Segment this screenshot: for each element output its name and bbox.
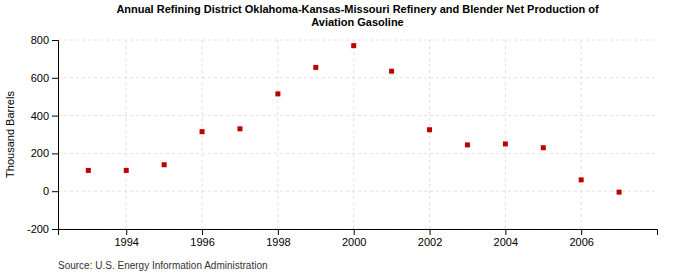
x-axis-tick-label: 1996 bbox=[190, 236, 214, 248]
x-axis-tick-label: 2002 bbox=[418, 236, 442, 248]
x-grid-line bbox=[581, 40, 582, 229]
points bbox=[86, 43, 622, 194]
y-axis: -200 0 200 400 600 800 bbox=[27, 34, 59, 235]
y-axis-tick: 0 bbox=[43, 185, 58, 197]
annotation: Source: U.S. Energy Information Administ… bbox=[58, 260, 268, 271]
x-axis-tick: 1996 bbox=[190, 229, 214, 248]
point bbox=[617, 190, 622, 195]
point bbox=[124, 168, 129, 173]
point bbox=[579, 177, 584, 182]
x-axis-tick: 2004 bbox=[494, 229, 518, 248]
y-axis-tick: 800 bbox=[31, 34, 58, 46]
y-axis-tick-label: 400 bbox=[31, 110, 49, 122]
x-axis-tick-mark bbox=[354, 229, 355, 235]
x-grid-line bbox=[126, 40, 127, 229]
x-grid-line bbox=[505, 40, 506, 229]
x-axis-tick-mark bbox=[202, 229, 203, 235]
y-grid-line bbox=[58, 40, 657, 41]
y-axis-tick-label: 0 bbox=[43, 185, 49, 197]
y-axis-line bbox=[52, 41, 59, 230]
x-axis-tick-label: 2004 bbox=[494, 236, 518, 248]
y-grid-line bbox=[58, 115, 657, 116]
x-axis-tick-mark bbox=[278, 229, 279, 235]
point bbox=[162, 162, 167, 167]
point bbox=[275, 91, 280, 96]
title-line: Annual Refining District Oklahoma-Kansas… bbox=[116, 3, 599, 15]
x-axis-tick-label: 1994 bbox=[114, 236, 138, 248]
x-axis-tick-label: 2006 bbox=[569, 236, 593, 248]
title: Annual Refining District Oklahoma-Kansas… bbox=[116, 3, 599, 28]
y-grid-line bbox=[58, 191, 657, 192]
y-axis-tick: 600 bbox=[31, 72, 58, 84]
y-axis-tick: 400 bbox=[31, 110, 58, 122]
grid bbox=[58, 40, 657, 229]
y-axis-tick-mark bbox=[52, 40, 58, 41]
y-axis-tick-mark bbox=[52, 229, 58, 230]
y-axis-tick-label: 800 bbox=[31, 34, 49, 46]
x-grid-line bbox=[429, 40, 430, 229]
x-grid-line bbox=[277, 40, 278, 229]
point bbox=[351, 43, 356, 48]
point bbox=[427, 127, 432, 132]
x-grid-line bbox=[353, 40, 354, 229]
point bbox=[465, 142, 470, 147]
y-axis-tick-mark bbox=[52, 78, 58, 79]
x-axis-tick-mark bbox=[505, 229, 506, 235]
point bbox=[237, 126, 242, 131]
x-axis-tick: 2002 bbox=[418, 229, 442, 248]
point bbox=[389, 69, 394, 74]
y-axis-tick-mark bbox=[52, 191, 58, 192]
title-line: Aviation Gasoline bbox=[311, 16, 404, 28]
x-axis-tick: 2006 bbox=[569, 229, 593, 248]
x-axis: 1994 1996 1998 2000 2002 2004 2006 bbox=[59, 229, 658, 248]
y-axis-tick-label: 600 bbox=[31, 72, 49, 84]
point bbox=[86, 168, 91, 173]
y-axis-tick-label: -200 bbox=[27, 223, 49, 235]
y-grid-line bbox=[58, 77, 657, 78]
x-axis-line bbox=[59, 230, 658, 236]
y-axis-tick-mark bbox=[52, 153, 58, 154]
y-axis-tick: -200 bbox=[27, 223, 58, 235]
point bbox=[503, 141, 508, 146]
x-axis-tick-mark bbox=[430, 229, 431, 235]
y-axis-tick-label: 200 bbox=[31, 147, 49, 159]
x-axis-tick: 1998 bbox=[266, 229, 290, 248]
x-axis-tick-mark bbox=[126, 229, 127, 235]
y-grid-line bbox=[58, 153, 657, 154]
x-axis-tick-label: 1998 bbox=[266, 236, 290, 248]
y-axis-tick-mark bbox=[52, 116, 58, 117]
x-axis-tick: 1994 bbox=[114, 229, 138, 248]
x-axis-tick: 2000 bbox=[342, 229, 366, 248]
chart: 1994 1996 1998 2000 2002 2004 2006 -200 0 200 400 6… bbox=[0, 0, 675, 275]
y-axis-label: Thousand Barrels bbox=[4, 91, 16, 178]
x-axis-tick-mark bbox=[581, 229, 582, 235]
x-axis-tick-label: 2000 bbox=[342, 236, 366, 248]
y-axis-tick: 200 bbox=[31, 147, 58, 159]
point bbox=[313, 65, 318, 70]
point bbox=[200, 129, 205, 134]
x-grid-line bbox=[202, 40, 203, 229]
point bbox=[541, 145, 546, 150]
